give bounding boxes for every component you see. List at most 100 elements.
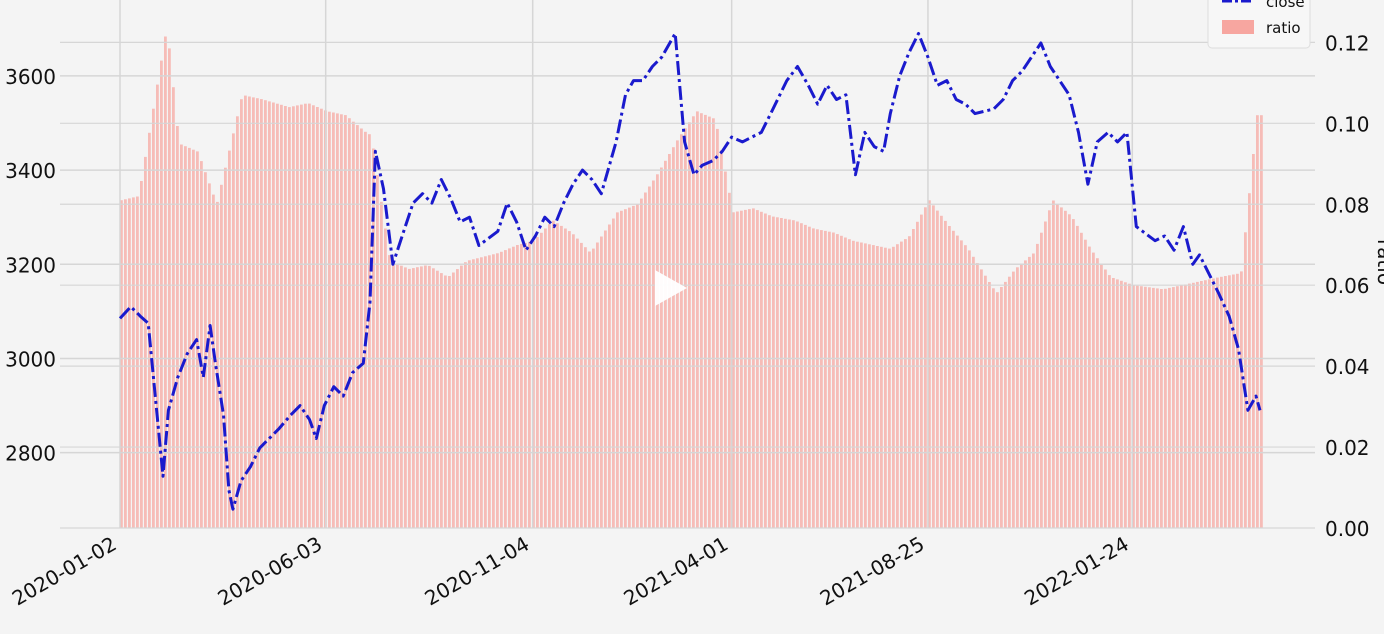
ratio-bar: [540, 232, 543, 529]
ratio-bar: [140, 181, 143, 528]
ratio-bar: [904, 239, 907, 528]
ratio-bar: [1164, 288, 1167, 528]
ratio-bar: [576, 238, 579, 528]
ratio-bar: [804, 224, 807, 528]
ratio-bar: [1028, 256, 1031, 528]
y-left-tick-label: 3200: [5, 253, 56, 277]
ratio-bar: [728, 192, 731, 529]
ratio-bar: [256, 98, 259, 528]
ratio-bar: [468, 260, 471, 528]
ratio-bar: [504, 250, 507, 528]
ratio-bar: [172, 87, 175, 528]
ratio-bar: [720, 150, 723, 528]
ratio-bar: [816, 229, 819, 529]
ratio-bar: [328, 111, 331, 528]
y-right-tick-label: 0.06: [1325, 274, 1370, 298]
ratio-bar: [884, 247, 887, 528]
ratio-bar: [808, 226, 811, 528]
ratio-bar: [632, 205, 635, 528]
ratio-bar: [788, 219, 791, 528]
ratio-bar: [864, 243, 867, 528]
ratio-bar: [1224, 276, 1227, 528]
ratio-bar: [424, 265, 427, 528]
ratio-bar: [364, 131, 367, 529]
ratio-bar: [1060, 207, 1063, 528]
ratio-bar: [772, 216, 775, 528]
ratio-bar: [436, 270, 439, 528]
ratio-bar: [1152, 287, 1155, 528]
ratio-bar: [184, 146, 187, 528]
ratio-bar: [948, 226, 951, 528]
ratio-bar: [248, 96, 251, 528]
ratio-bar: [708, 116, 711, 528]
ratio-bar: [1140, 286, 1143, 528]
ratio-bar: [1064, 210, 1067, 529]
ratio-bar: [888, 248, 891, 528]
ratio-bar: [800, 223, 803, 528]
ratio-bar: [828, 231, 831, 528]
ratio-bar: [1188, 283, 1191, 528]
ratio-bar: [836, 234, 839, 528]
ratio-bar: [900, 241, 903, 528]
y-right-tick-label: 0.00: [1325, 517, 1370, 541]
ratio-bar: [1024, 260, 1027, 528]
ratio-bar: [488, 255, 491, 529]
x-tick-label: 2020-11-04: [421, 532, 534, 611]
ratio-bar: [124, 199, 127, 529]
ratio-bar: [628, 207, 631, 528]
ratio-bar: [796, 221, 799, 528]
ratio-bar: [992, 288, 995, 528]
ratio-bar: [892, 246, 895, 529]
ratio-bar: [380, 201, 383, 529]
ratio-bar: [396, 264, 399, 528]
ratio-bar: [612, 218, 615, 528]
ratio-bar: [192, 149, 195, 528]
ratio-bar: [684, 128, 687, 529]
ratio-bar: [1032, 253, 1035, 528]
ratio-bar: [844, 237, 847, 528]
ratio-bar: [1000, 287, 1003, 528]
ratio-bar: [848, 239, 851, 528]
play-button[interactable]: [655, 270, 687, 306]
ratio-bar: [368, 134, 371, 528]
ratio-bar: [372, 148, 375, 528]
ratio-bar: [1240, 271, 1243, 528]
grid: [60, 0, 1315, 529]
ratio-bar: [180, 144, 183, 528]
ratio-bar: [820, 230, 823, 528]
ratio-bar: [1184, 284, 1187, 528]
ratio-bar: [776, 217, 779, 529]
ratio-bar: [592, 248, 595, 528]
ratio-bar: [312, 105, 315, 529]
ratio-bar: [144, 156, 147, 528]
ratio-bar: [572, 234, 575, 529]
ratio-bar: [812, 228, 815, 528]
ratio-bar: [868, 244, 871, 529]
ratio-bar: [1196, 281, 1199, 528]
ratio-bar: [1144, 286, 1147, 528]
ratio-bar: [712, 118, 715, 529]
ratio-bar: [456, 269, 459, 528]
ratio-bar: [668, 154, 671, 528]
ratio-bar: [644, 192, 647, 528]
ratio-bar: [600, 236, 603, 528]
y-left-tick-label: 3400: [5, 159, 56, 183]
ratio-bar: [264, 100, 267, 528]
ratio-bar: [700, 113, 703, 528]
ratio-bar: [1208, 279, 1211, 528]
ratio-bar: [1044, 221, 1047, 528]
ratio-bar: [1040, 232, 1043, 528]
ratio-bar: [780, 218, 783, 528]
ratio-bar: [272, 102, 275, 528]
ratio-bar: [852, 240, 855, 529]
ratio-bar: [624, 209, 627, 528]
ratio-bar: [416, 267, 419, 528]
ratio-bar: [732, 212, 735, 529]
ratio-bar: [520, 243, 523, 528]
play-icon[interactable]: [655, 270, 687, 306]
ratio-bar: [620, 210, 623, 529]
ratio-bar: [352, 121, 355, 528]
ratio-bar: [508, 248, 511, 528]
ratio-bar: [756, 210, 759, 528]
ratio-bar: [552, 220, 555, 528]
